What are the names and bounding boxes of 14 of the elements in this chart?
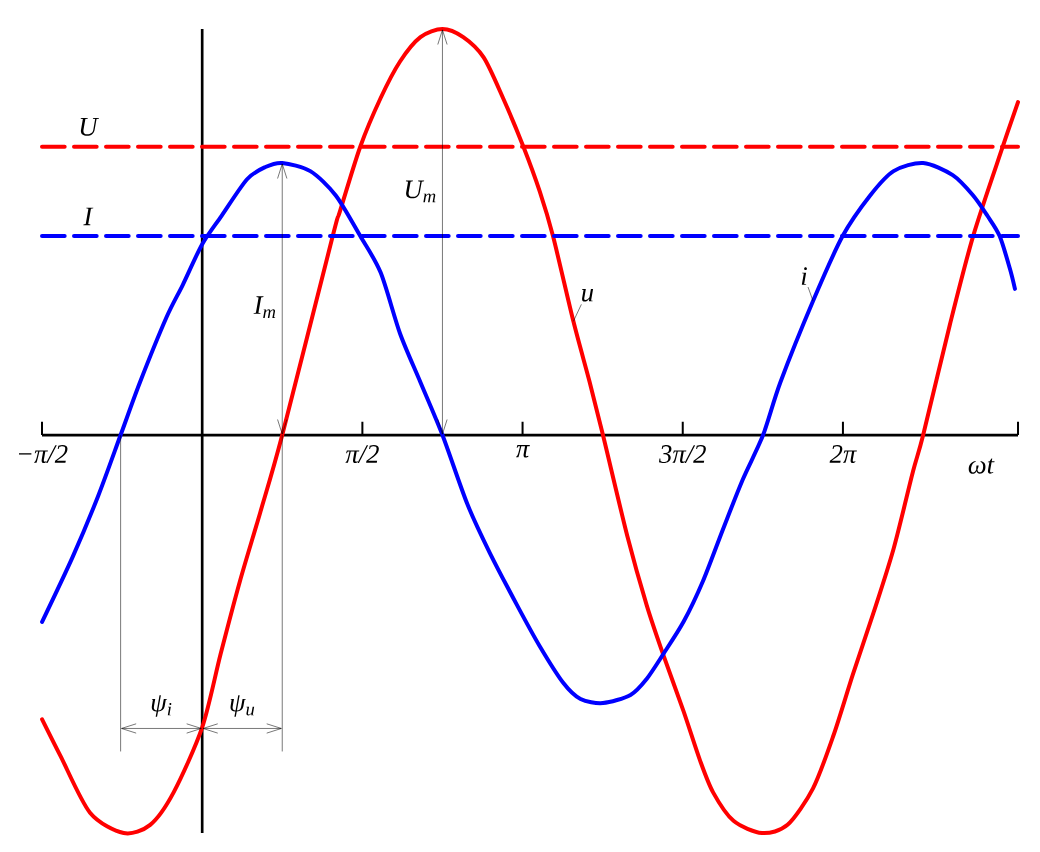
- annotation: ψ$_{u}$: [230, 695, 255, 717]
- x-tick-label: π: [516, 445, 530, 458]
- annotation: ψ$_{i}$: [151, 695, 172, 717]
- ref-line-label: I: [83, 207, 94, 226]
- annotation: I$_{m}$: [253, 296, 276, 318]
- series-label: u: [582, 289, 594, 302]
- x-tick-label: 2π: [829, 445, 857, 463]
- ref-line-label: U: [80, 118, 99, 136]
- x-tick-label: 3π/2: [658, 445, 706, 463]
- x-axis-title: ωt: [968, 458, 995, 474]
- x-tick-label: π/2: [345, 445, 379, 463]
- annotation: U$_{m}$: [405, 180, 436, 203]
- series-label: i: [801, 267, 807, 285]
- x-tick-label: −π/2: [18, 445, 68, 463]
